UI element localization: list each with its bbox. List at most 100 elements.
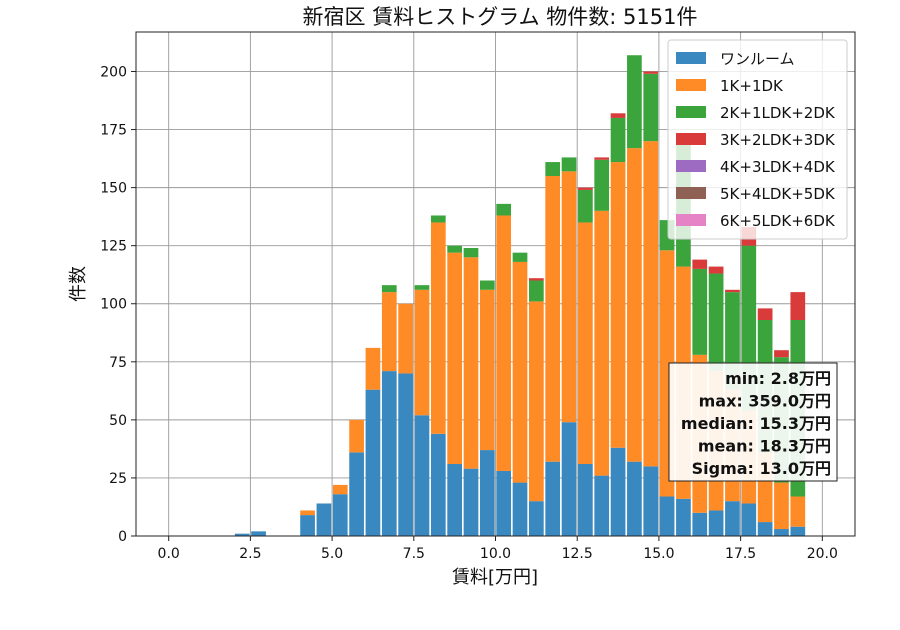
- legend-label-0: ワンルーム: [720, 50, 795, 68]
- bar-0-18: [561, 422, 577, 536]
- bar-2-14: [496, 203, 512, 216]
- bar-3-16: [528, 278, 544, 281]
- bar-0-27: [708, 510, 724, 536]
- bar-2-11: [447, 245, 463, 253]
- bar-0-15: [512, 482, 528, 536]
- x-tick-label-8: 20.0: [807, 546, 838, 562]
- y-tick-label-1: 25: [109, 471, 127, 487]
- bar-3-32: [790, 292, 806, 320]
- bar-2-21: [610, 117, 626, 163]
- x-tick-label-1: 2.5: [239, 546, 261, 562]
- x-tick-label-7: 17.5: [725, 546, 756, 562]
- bar-0-20: [594, 475, 610, 536]
- bar-2-7: [381, 285, 397, 293]
- x-tick-label-6: 15.0: [643, 546, 674, 562]
- bar-1-18: [561, 171, 577, 423]
- bar-1-16: [528, 301, 544, 502]
- stats-box: min: 2.8万円 max: 359.0万円 median: 15.3万円 mean…: [668, 362, 838, 482]
- bar-1-21: [610, 162, 626, 448]
- bar-0-10: [430, 433, 446, 536]
- bar-3-31: [774, 350, 789, 358]
- bar-1-31: [774, 482, 789, 530]
- bar-2-20: [594, 159, 610, 211]
- bar-0-13: [479, 450, 495, 536]
- bar-2-26: [692, 268, 708, 355]
- y-tick-label-4: 100: [100, 297, 127, 313]
- bar-3-30: [757, 308, 773, 320]
- legend-swatch-4: [676, 160, 706, 172]
- bar-0-23: [643, 466, 659, 536]
- bar-0-4: [332, 494, 348, 536]
- bar-0-28: [725, 501, 740, 536]
- y-axis-ticks: 0 25 50 75 100 125 150 175 200: [100, 64, 136, 545]
- bar-1-12: [463, 257, 479, 469]
- bar-1-11: [447, 252, 463, 464]
- bar-1-17: [545, 176, 561, 462]
- x-tick-label-0: 0.0: [158, 546, 180, 562]
- bar-0-0: [234, 533, 250, 536]
- legend-label-5: 5K+4LDK+5DK: [720, 185, 836, 203]
- bar-0-32: [790, 526, 806, 536]
- bar-2-22: [627, 55, 642, 149]
- y-tick-label-6: 150: [100, 181, 127, 197]
- legend-swatch-5: [676, 187, 706, 199]
- x-tick-label-5: 12.5: [562, 546, 593, 562]
- bar-3-23: [643, 71, 659, 74]
- bar-2-16: [528, 280, 544, 302]
- bar-0-3: [316, 503, 332, 536]
- bar-1-6: [365, 347, 381, 390]
- bar-1-19: [578, 222, 593, 464]
- bar-0-26: [692, 512, 708, 536]
- bar-0-30: [757, 522, 773, 536]
- legend-label-6: 6K+5LDK+6DK: [720, 212, 836, 230]
- bar-0-22: [627, 461, 642, 536]
- bar-2-10: [430, 215, 446, 223]
- bar-0-21: [610, 447, 626, 536]
- bar-1-4: [332, 484, 348, 495]
- y-tick-label-3: 75: [109, 355, 127, 371]
- bar-1-22: [627, 148, 642, 462]
- bar-2-9: [414, 285, 430, 290]
- bar-0-7: [381, 371, 397, 536]
- bar-0-1: [251, 531, 266, 536]
- y-tick-label-2: 50: [109, 413, 127, 429]
- y-tick-label-5: 125: [100, 239, 127, 255]
- bar-2-12: [463, 248, 479, 258]
- bar-0-8: [398, 373, 413, 536]
- bar-1-23: [643, 141, 659, 467]
- bar-0-24: [659, 496, 675, 536]
- bar-0-6: [365, 389, 381, 536]
- bar-2-27: [708, 273, 724, 372]
- x-tick-label-2: 5.0: [321, 546, 343, 562]
- legend-swatch-2: [676, 106, 706, 118]
- bar-0-11: [447, 464, 463, 536]
- legend-label-3: 3K+2LDK+3DK: [720, 131, 836, 149]
- chart-title: 新宿区 賃料ヒストグラム 物件数: 5151件: [303, 5, 698, 29]
- y-tick-label-0: 0: [118, 529, 127, 545]
- x-tick-label-3: 7.5: [403, 546, 425, 562]
- bar-1-2: [300, 510, 315, 516]
- bar-2-17: [545, 162, 561, 176]
- bar-1-14: [496, 215, 512, 471]
- bar-2-19: [578, 189, 593, 223]
- bar-0-31: [774, 529, 789, 536]
- legend-swatch-0: [676, 52, 706, 64]
- legend-frame: [667, 39, 848, 240]
- bar-3-20: [594, 157, 610, 160]
- bar-0-29: [741, 503, 757, 536]
- bar-0-19: [578, 464, 593, 536]
- stats-frame: [668, 362, 838, 482]
- y-axis-label: 件数: [68, 266, 89, 302]
- bar-1-9: [414, 289, 430, 416]
- bar-0-25: [676, 498, 691, 536]
- stats-line-2: median: 15.3万円: [681, 414, 831, 433]
- legend-label-4: 4K+3LDK+4DK: [720, 158, 836, 176]
- stats-line-0: min: 2.8万円: [725, 369, 831, 388]
- x-axis-ticks: 0.0 2.5 5.0 7.5 10.0 12.5 15.0 17.5 20.0: [158, 536, 838, 562]
- stats-line-3: mean: 18.3万円: [698, 437, 831, 456]
- x-tick-label-4: 10.0: [480, 546, 511, 562]
- bar-2-15: [512, 252, 528, 262]
- bar-1-15: [512, 261, 528, 483]
- legend-label-2: 2K+1LDK+2DK: [720, 104, 836, 122]
